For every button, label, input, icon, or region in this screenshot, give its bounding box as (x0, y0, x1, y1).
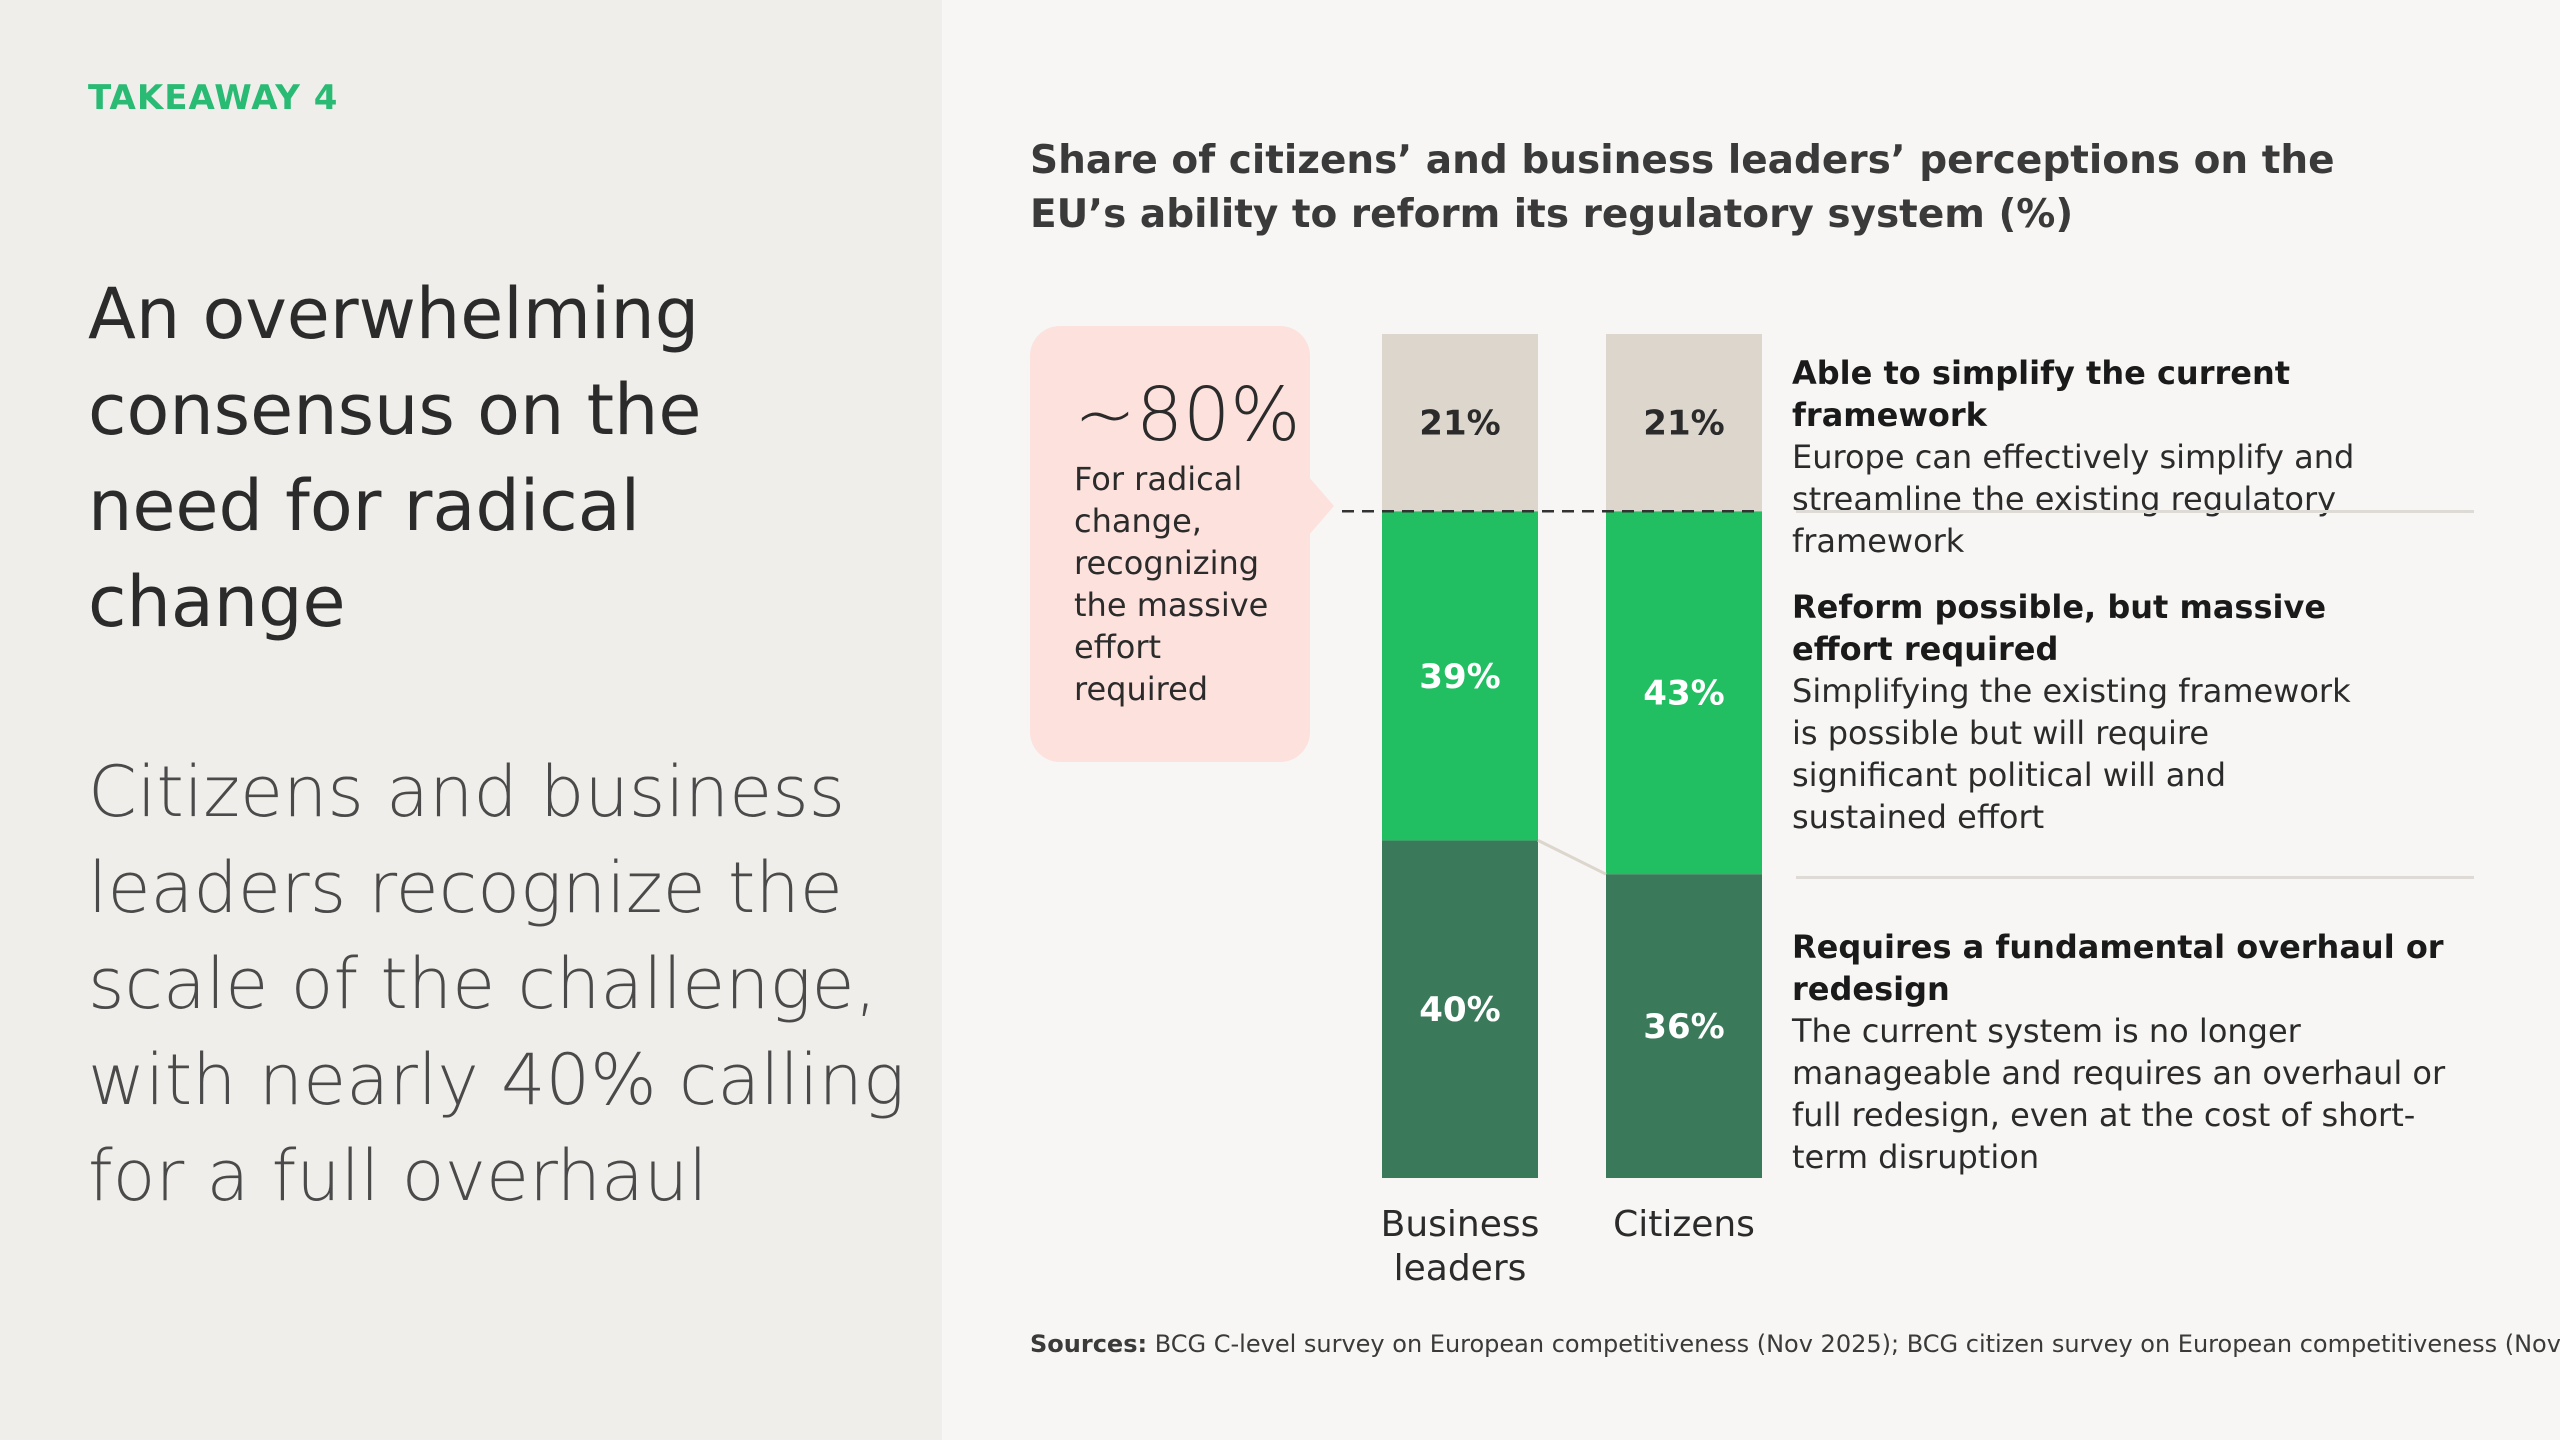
subheadline: Citizens and business leaders recognize … (88, 751, 905, 1217)
chart-title: Share of citizens’ and business leaders’… (1030, 138, 2335, 237)
callout-percentage: ~80% (1074, 372, 1301, 458)
category-label: Citizens (1613, 1204, 1755, 1245)
legend-body: The current system is no longer manageab… (1792, 1012, 2446, 1176)
segment-connector (1537, 839, 1607, 876)
data-label: 36% (1643, 1007, 1724, 1047)
sources-note: Sources: BCG C-level survey on European … (1030, 1330, 2560, 1358)
callout-box (1030, 326, 1310, 762)
bar-business-leaders-able-to (1382, 334, 1538, 512)
sources-text: BCG C-level survey on European competiti… (1154, 1330, 2560, 1358)
legend-item-reform: Reform possible, but massive effort requ… (1792, 586, 2352, 838)
legend-item-simplify: Able to simplify the current framework E… (1792, 352, 2492, 562)
callout-pointer (1308, 476, 1334, 536)
bar-business-leaders-requires-a (1382, 840, 1538, 1178)
category-label: Business (1381, 1204, 1540, 1245)
legend-body: Simplifying the existing framework is po… (1792, 672, 2351, 836)
takeaway-kicker: TAKEAWAY 4 (88, 78, 339, 118)
data-label: 43% (1643, 674, 1724, 714)
legend-divider (1796, 876, 2474, 879)
bar-citizens-requires-a (1606, 874, 1762, 1178)
data-label: 40% (1419, 990, 1500, 1030)
headline: An overwhelming consensus on the need fo… (88, 273, 702, 643)
bar-business-leaders-reform-possible (1382, 511, 1538, 841)
bar-citizens-reform-possible (1606, 511, 1762, 875)
legend-heading: Able to simplify the current framework (1792, 354, 2291, 434)
data-label: 39% (1419, 657, 1500, 697)
data-label: 21% (1643, 404, 1724, 444)
callout-description: For radical change, recognizing the mass… (1074, 460, 1269, 708)
bar-citizens-able-to (1606, 334, 1762, 512)
category-label: leaders (1394, 1248, 1527, 1289)
legend-item-overhaul: Requires a fundamental overhaul or redes… (1792, 926, 2472, 1178)
legend-divider (1796, 510, 2474, 513)
sources-label: Sources: (1030, 1330, 1148, 1358)
left-panel (0, 0, 942, 1440)
legend-heading: Reform possible, but massive effort requ… (1792, 588, 2327, 668)
legend-body: Europe can effectively simplify and stre… (1792, 438, 2355, 560)
legend-heading: Requires a fundamental overhaul or redes… (1792, 928, 2444, 1008)
data-label: 21% (1419, 404, 1500, 444)
